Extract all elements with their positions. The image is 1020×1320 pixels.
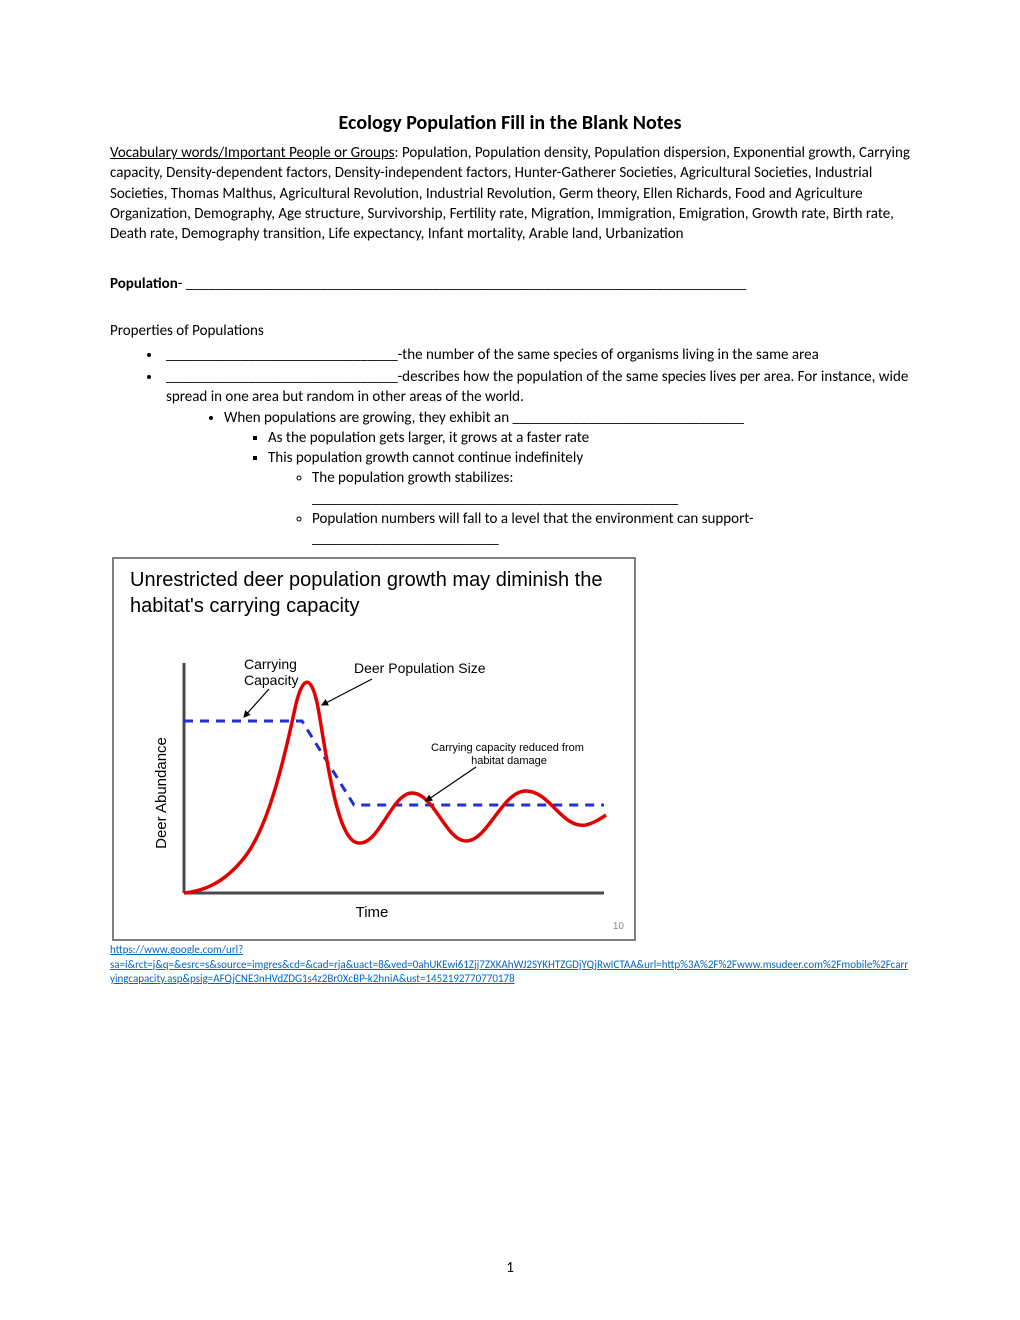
chart-svg: Deer Abundance Time Carrying Capacity De…: [114, 627, 634, 939]
list-item: Population numbers will fall to a level …: [312, 509, 910, 550]
url-line: sa=i&rct=j&q=&esrc=s&source=imgres&cd=&c…: [110, 958, 908, 985]
slide-number: 10: [613, 920, 624, 934]
document-page: Ecology Population Fill in the Blank Not…: [0, 0, 1020, 1320]
blank: _______________________________: [166, 346, 398, 364]
vocabulary-paragraph: Vocabulary words/Important People or Gro…: [110, 143, 910, 244]
carrying-capacity-chart: Unrestricted deer population growth may …: [112, 557, 636, 941]
pop-label-arrow: [322, 679, 372, 705]
page-title: Ecology Population Fill in the Blank Not…: [110, 110, 910, 137]
vocab-lead: Vocabulary words/Important People or Gro…: [110, 144, 395, 162]
page-number: 1: [0, 1258, 1020, 1278]
properties-heading: Properties of Populations: [110, 321, 910, 341]
properties-list: _______________________________-the numb…: [110, 345, 910, 550]
x-axis-label: Time: [356, 904, 389, 921]
blank: _______________________________: [166, 368, 398, 386]
sub-list: When populations are growing, they exhib…: [166, 408, 910, 550]
chart-plot-area: Deer Abundance Time Carrying Capacity De…: [114, 627, 634, 939]
list-item: _______________________________-the numb…: [162, 345, 910, 365]
carrying-capacity-label: Carrying Capacity: [244, 656, 301, 688]
blank: ________________________________________…: [312, 490, 678, 508]
circle-list: The population growth stabilizes: ______…: [268, 468, 910, 549]
reduced-cc-label: Carrying capacity reduced from habitat d…: [431, 742, 587, 767]
cc-label-arrow: [244, 689, 269, 717]
list-item: When populations are growing, they exhib…: [224, 408, 910, 550]
definition-text: -the number of the same species of organ…: [398, 346, 819, 364]
source-url[interactable]: https://www.google.com/url? sa=i&rct=j&q…: [110, 943, 910, 986]
list-item: As the population gets larger, it grows …: [268, 428, 910, 448]
list-item: The population growth stabilizes: ______…: [312, 468, 910, 509]
list-item: _______________________________-describe…: [162, 367, 910, 549]
url-line: https://www.google.com/url?: [110, 943, 243, 956]
population-blank: - ______________________________________…: [178, 275, 746, 293]
y-axis-label: Deer Abundance: [153, 737, 170, 849]
population-definition-line: Population- ____________________________…: [110, 274, 910, 294]
population-label: Deer Population Size: [354, 660, 486, 676]
chart-title: Unrestricted deer population growth may …: [114, 559, 634, 619]
sub-text: When populations are growing, they exhib…: [224, 409, 744, 427]
square-list: As the population gets larger, it grows …: [224, 428, 910, 550]
list-item: This population growth cannot continue i…: [268, 448, 910, 549]
reduced-cc-arrow: [426, 767, 476, 801]
circle-text: The population growth stabilizes:: [312, 469, 513, 487]
square-text: This population growth cannot continue i…: [268, 449, 583, 467]
population-label: Population: [110, 275, 178, 293]
